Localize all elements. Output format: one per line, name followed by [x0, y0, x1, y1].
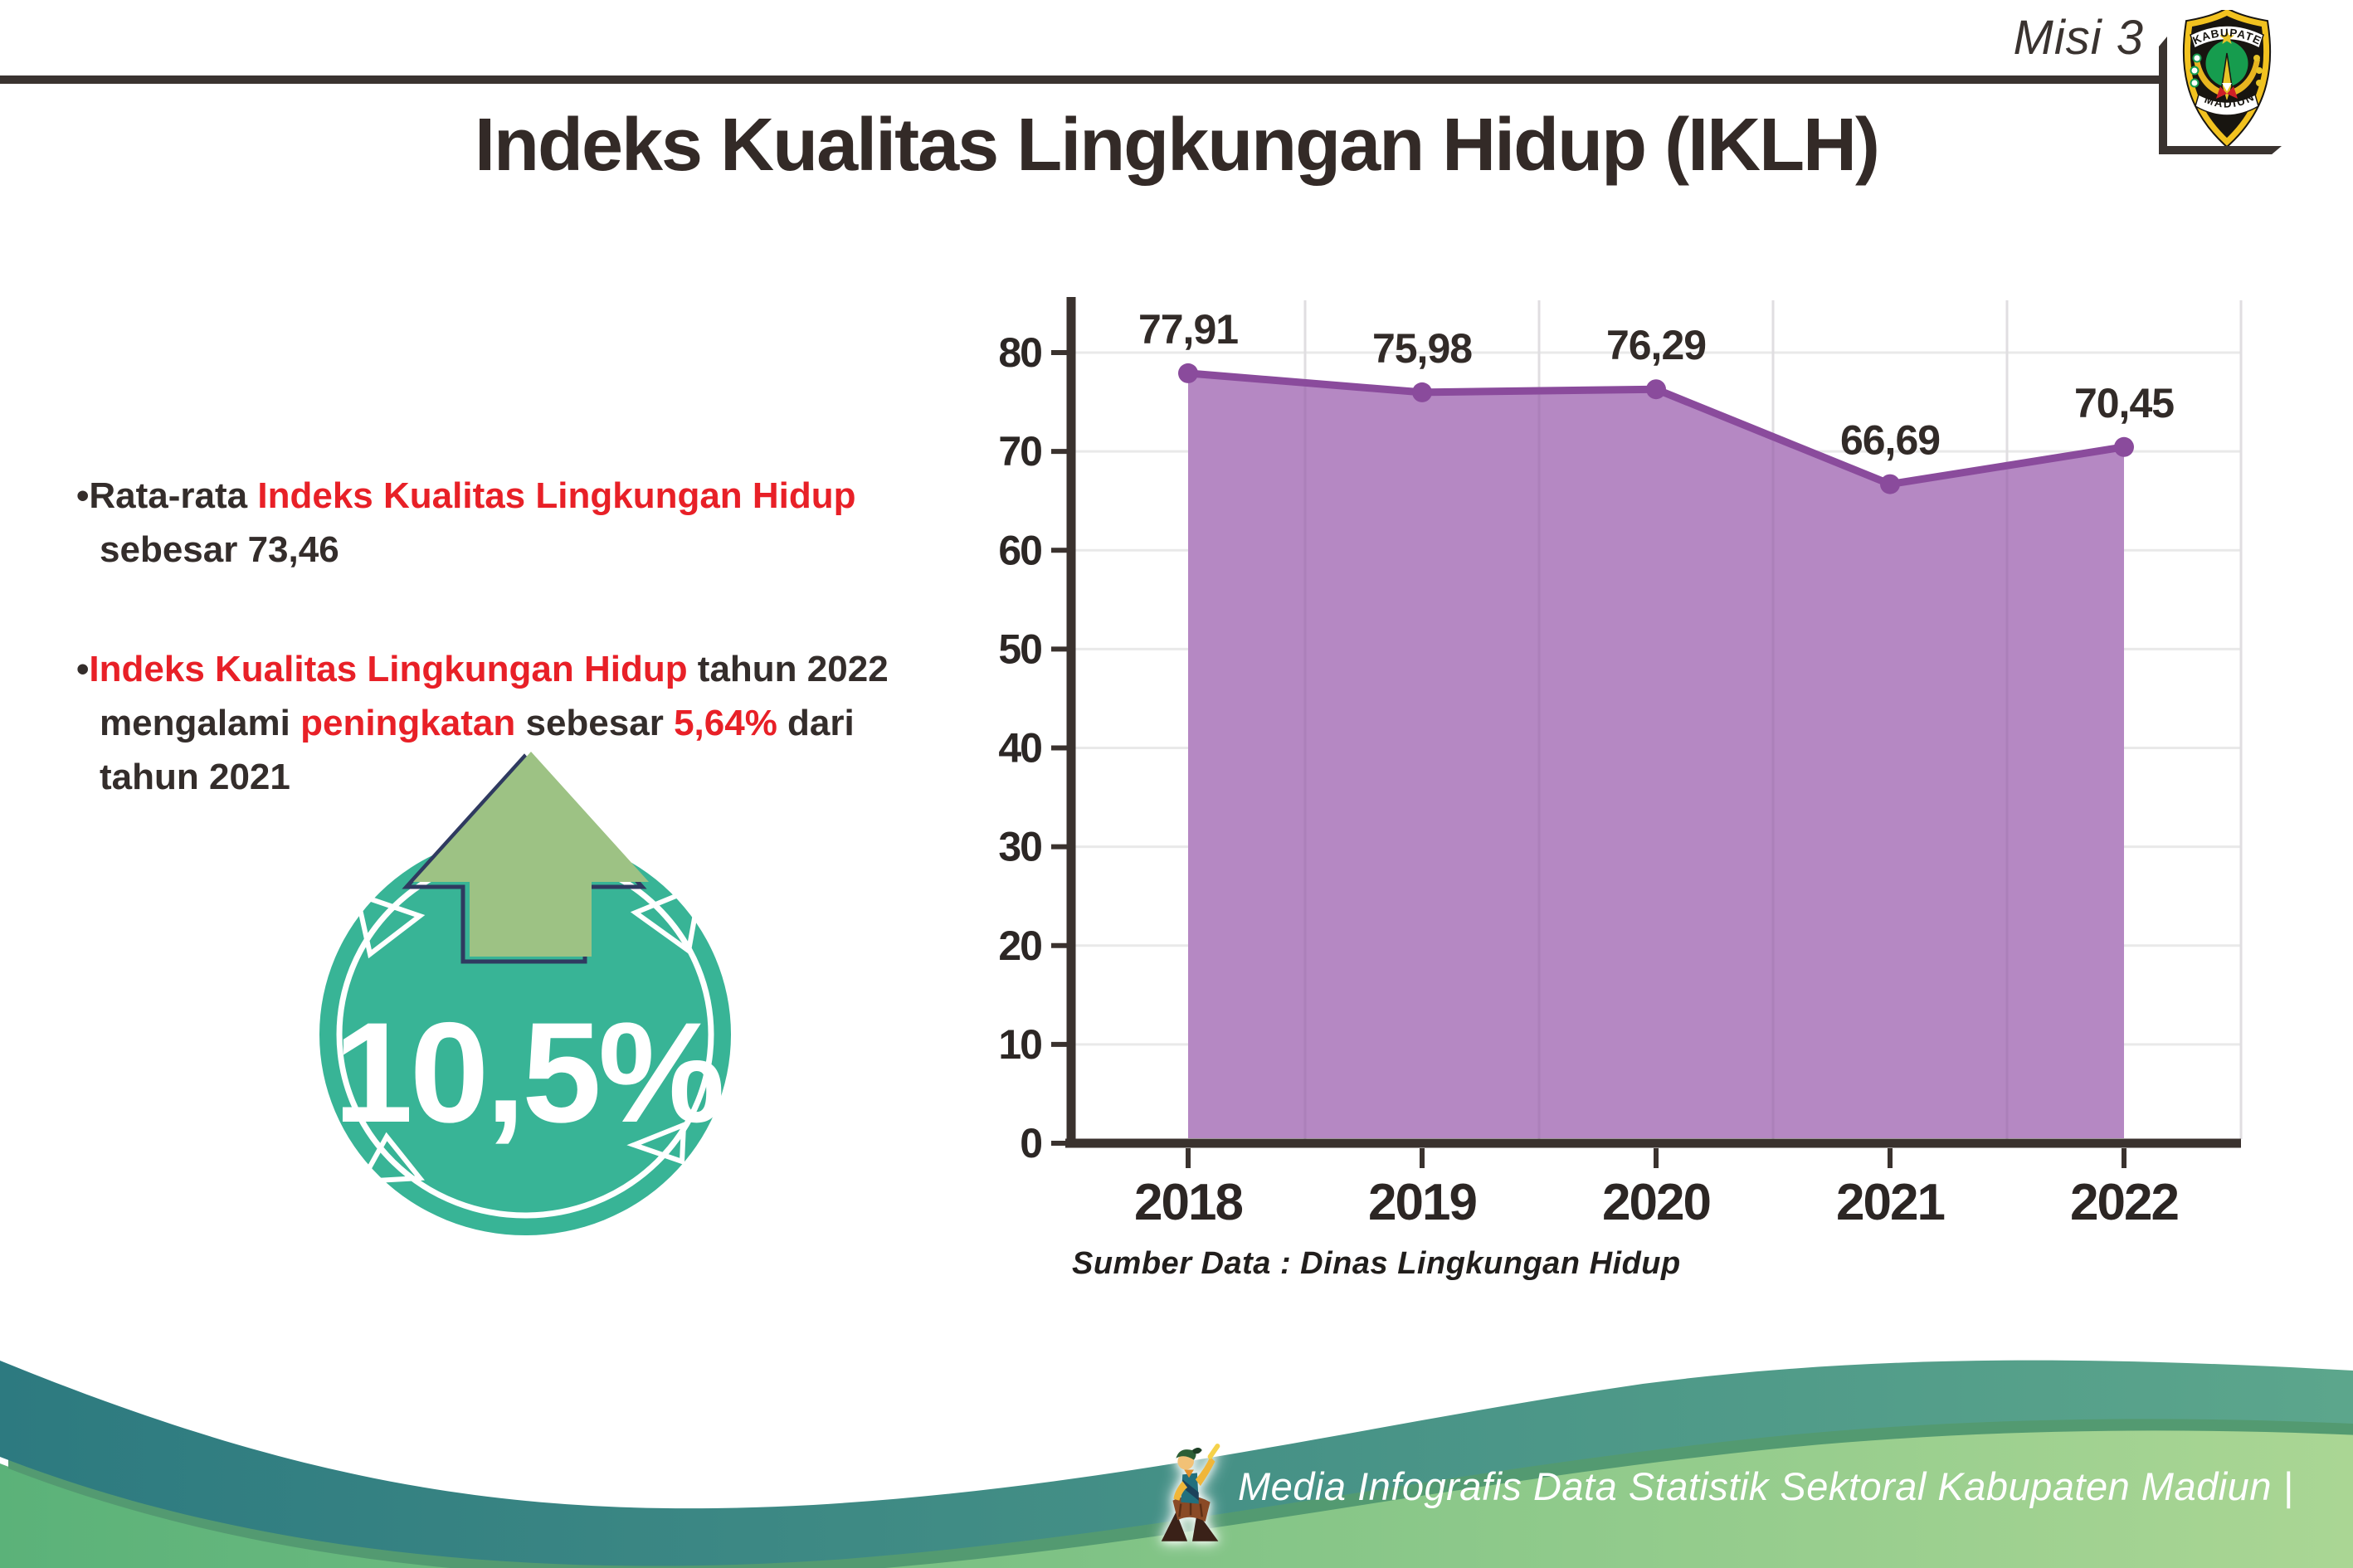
mascot-icon: [1161, 1444, 1220, 1541]
bullet-segment: tahun 2022 mengalami: [100, 649, 889, 744]
mascot-skirt-stripes: [1178, 1502, 1203, 1517]
data-point: [1646, 379, 1666, 400]
badge-circle: [319, 834, 731, 1235]
logo-right-ribbon: [2227, 86, 2238, 99]
logo-left-wing: [2194, 60, 2222, 96]
page-title: Indeks Kualitas Lingkungan Hidup (IKLH): [474, 104, 1880, 187]
bullet-segment: Indeks Kualitas Lingkungan Hidup: [257, 475, 856, 516]
logo-star-icon: [2219, 30, 2234, 44]
footer-teal-band: [0, 1360, 2353, 1566]
logo-rice-3: [2256, 80, 2263, 86]
mascot-sash: [1182, 1479, 1199, 1501]
mascot-raised-arm: [1195, 1456, 1215, 1487]
value-label: 66,69: [1840, 417, 1940, 464]
logo-rice-1: [2253, 55, 2260, 61]
y-tick-label: 50: [998, 626, 1041, 672]
bullet-dot-icon: •: [76, 649, 90, 690]
bullet-segment: 5,64%: [674, 703, 777, 744]
logo-left-ribbon: [2216, 86, 2227, 99]
bullet-segment: Indeks Kualitas Lingkungan Hidup: [89, 649, 688, 690]
logo-frame-bottom-rule: [2159, 146, 2282, 154]
bullet-item: •Indeks Kualitas Lingkungan Hidup tahun …: [76, 643, 939, 804]
bullet-segment: Rata-rata: [89, 475, 258, 516]
logo-cotton-1: [2192, 53, 2202, 63]
y-tick-label: 30: [998, 824, 1041, 870]
up-arrow-outline: [402, 753, 647, 964]
value-label: 77,91: [1138, 306, 1238, 353]
badge-sparkle-sw: [357, 1132, 425, 1185]
data-point: [1880, 474, 1900, 494]
footer-green-body: [0, 1427, 2353, 1568]
mascot-scarf: [1184, 1469, 1194, 1478]
logo-frame-vertical-rule: [2159, 37, 2167, 154]
bullet-segment: sebesar: [515, 703, 675, 744]
source-note: Sumber Data : Dinas Lingkungan Hidup: [1072, 1246, 1681, 1281]
up-arrow-icon: [413, 752, 649, 957]
data-point: [1412, 382, 1432, 402]
value-label: 70,45: [2074, 380, 2174, 426]
mascot-beret-tail: [1192, 1448, 1202, 1454]
bullet-list: •Rata-rata Indeks Kualitas Lingkungan Hi…: [76, 470, 939, 870]
area-fill: [1188, 373, 2124, 1138]
badge-sparkle-nw: [353, 890, 426, 959]
logo-cotton-3: [2190, 78, 2200, 88]
footer-text: Media Infografis Data Statistik Sektoral…: [1238, 1464, 2294, 1508]
bullet-dot-icon: •: [76, 475, 90, 516]
bullet-segment: dari tahun 2021: [100, 703, 855, 797]
y-tick-label: 70: [998, 428, 1041, 475]
mascot-left-leg: [1161, 1512, 1188, 1541]
y-tick-label: 10: [998, 1021, 1041, 1068]
bullet-item: •Rata-rata Indeks Kualitas Lingkungan Hi…: [76, 470, 939, 577]
x-tick-label: 2021: [1836, 1174, 1944, 1231]
y-tick-label: 60: [998, 527, 1041, 573]
data-point: [1178, 363, 1198, 383]
y-tick-label: 20: [998, 923, 1041, 969]
value-label: 75,98: [1372, 325, 1472, 372]
kabupaten-madiun-logo-icon: KABUPATEN MADIUN: [2177, 10, 2272, 146]
x-tick-label: 2019: [1368, 1174, 1476, 1231]
badge-value: 10,5%: [334, 993, 722, 1152]
mascot-beret: [1176, 1449, 1196, 1460]
top-rule: [0, 75, 2161, 84]
mascot-lower-arm: [1173, 1481, 1188, 1501]
logo-bottom-banner: [2195, 93, 2259, 116]
misi-label: Misi 3: [2013, 11, 2144, 65]
value-label: 76,29: [1606, 322, 1706, 368]
mascot-held-item: [1207, 1444, 1220, 1459]
badge-sparkle-se: [626, 1121, 687, 1166]
y-tick-label: 80: [998, 329, 1041, 376]
x-tick-label: 2022: [2070, 1174, 2178, 1231]
x-tick-label: 2018: [1134, 1174, 1242, 1231]
y-tick-label: 0: [1020, 1120, 1041, 1166]
footer-wave: [0, 1360, 2353, 1568]
logo-cotton-2: [2190, 66, 2200, 75]
iklh-area-chart: 77,91 75,98 76,29 66,69 70,45 0 10 20 30 40 50 60 70…: [998, 297, 2243, 1231]
x-tick-label: 2020: [1602, 1174, 1710, 1231]
logo-center-triangle: [2222, 83, 2232, 91]
y-tick-label: 40: [998, 725, 1041, 772]
bullet-segment: sebesar 73,46: [100, 528, 339, 570]
badge-sparkle-ne: [630, 882, 704, 956]
bullet-segment: peningkatan: [300, 703, 516, 744]
logo-rice-2: [2256, 67, 2263, 74]
data-point: [2114, 436, 2134, 457]
mascot-right-leg: [1192, 1512, 1219, 1541]
logo-right-wing: [2232, 60, 2260, 96]
increase-badge: 10,5%: [319, 752, 731, 1235]
